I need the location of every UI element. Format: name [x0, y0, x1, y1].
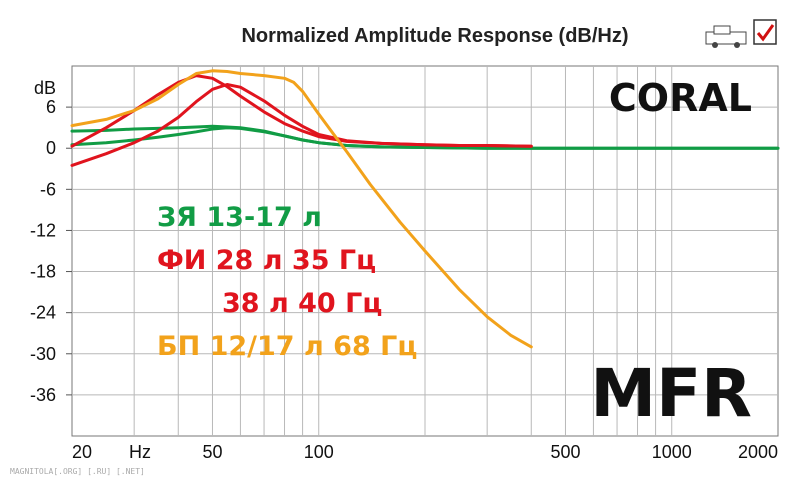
x-tick-label: 500: [550, 442, 580, 462]
chart-title: Normalized Amplitude Response (dB/Hz): [241, 25, 628, 47]
y-tick-labels: 6 0 -6 -12 -18 -24 -30 -36: [30, 97, 72, 405]
y-tick-label: -18: [30, 262, 56, 282]
annotation-fi-28: ФИ 28 л 35 Гц: [157, 245, 376, 276]
car-icon[interactable]: [705, 25, 747, 48]
y-tick-label: -24: [30, 303, 56, 323]
toolbar-icons: [705, 19, 777, 48]
check-document-icon[interactable]: [753, 19, 777, 45]
y-tick-label: -6: [40, 179, 56, 199]
x-tick-label: 50: [202, 442, 222, 462]
annotation-zya: ЗЯ 13-17 л: [157, 202, 322, 233]
y-tick-label: 0: [46, 138, 56, 158]
x-tick-label: 100: [304, 442, 334, 462]
annotation-fi-38: 38 л 40 Гц: [222, 288, 382, 319]
y-tick-label: 6: [46, 97, 56, 117]
x-tick-label: 1000: [652, 442, 692, 462]
x-tick-label: 20: [72, 442, 92, 462]
series-line-2: [70, 126, 780, 150]
x-tick-labels: 20 50 100 500 1000 2000: [72, 442, 778, 462]
annotation-bp: БП 12/17 л 68 Гц: [157, 331, 417, 362]
brand-label: CORAL: [609, 76, 752, 120]
y-tick-label: -30: [30, 344, 56, 364]
x-unit-label: Hz: [129, 442, 151, 462]
y-unit-label: dB: [34, 78, 56, 98]
series-line-5: [70, 69, 533, 349]
x-tick-label: 2000: [738, 442, 778, 462]
y-tick-label: -12: [30, 220, 56, 240]
series-line-4: [70, 83, 533, 167]
y-tick-label: -36: [30, 385, 56, 405]
grid-lines: [72, 66, 778, 436]
series-lines: [70, 69, 780, 349]
site-footer: MAGNITOLA[.ORG] [.RU] [.NET]: [10, 467, 145, 476]
mfr-watermark: MFR: [590, 355, 752, 432]
